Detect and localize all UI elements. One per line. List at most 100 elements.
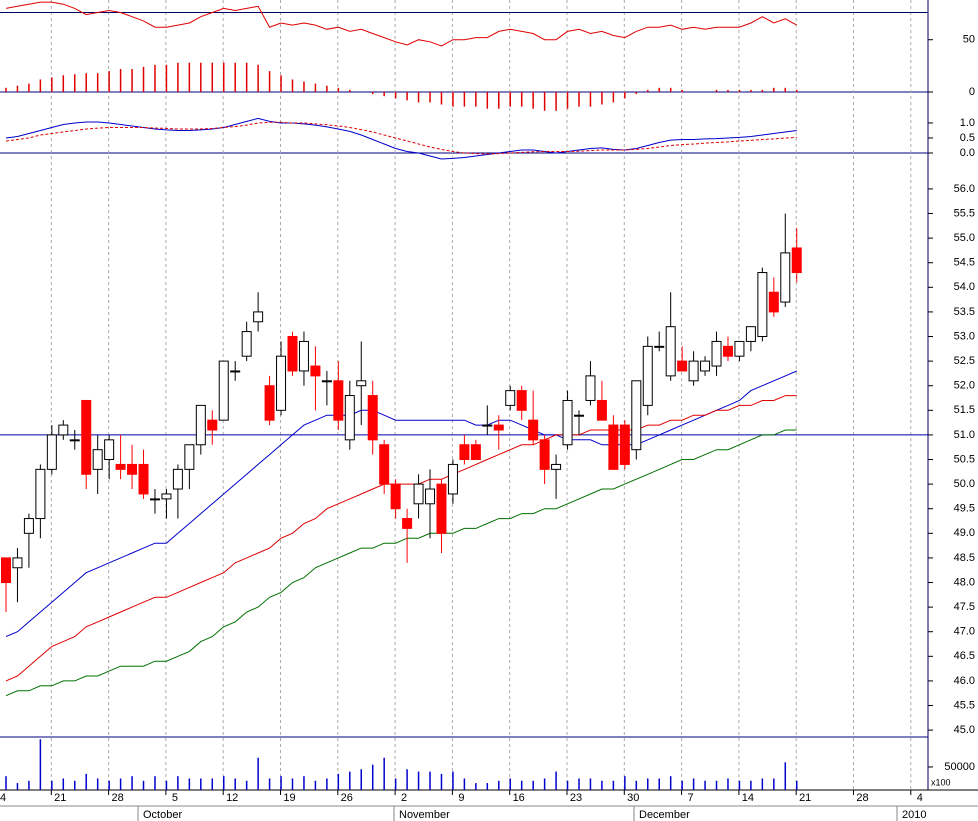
x-tick-label: 28 — [856, 792, 868, 804]
candle-body — [298, 340, 309, 372]
candle-body — [791, 247, 802, 274]
candle-body — [608, 424, 619, 470]
candle-body — [436, 483, 447, 534]
y-tick-label: 50000 — [944, 761, 975, 773]
y-tick-label: 50 — [963, 34, 975, 46]
candle-body — [493, 424, 504, 431]
candle-body — [104, 439, 115, 461]
x-tick-label: 9 — [458, 792, 464, 804]
candle-body — [218, 360, 229, 421]
series-line — [5, 117, 797, 160]
candle-body — [700, 360, 711, 372]
candle-body — [528, 419, 539, 441]
candle-body — [241, 331, 252, 357]
y-tick-label: 48.0 — [954, 576, 975, 588]
candle-body — [585, 375, 596, 401]
candle-body — [23, 518, 34, 534]
x-tick-label: 19 — [283, 792, 295, 804]
month-label: November — [399, 809, 450, 821]
y-tick-label: 48.5 — [954, 552, 975, 564]
candle-body — [425, 488, 436, 505]
candle-body — [161, 493, 172, 500]
candle-body — [516, 390, 527, 411]
candle-body — [333, 380, 344, 421]
candle-body — [287, 336, 298, 372]
y-tick-label: 54.0 — [954, 281, 975, 293]
candle-body — [230, 370, 241, 373]
candle-body — [768, 291, 779, 313]
candle-body — [482, 424, 493, 427]
month-label: 2010 — [902, 809, 926, 821]
candle-body — [12, 557, 23, 569]
candle-body — [264, 385, 275, 421]
x-tick-label: 14 — [742, 792, 754, 804]
x-tick-label: 12 — [226, 792, 238, 804]
candle-body — [115, 463, 126, 470]
candle-body — [379, 444, 390, 485]
x-tick-label: 4 — [0, 792, 6, 804]
x-tick-label: 26 — [341, 792, 353, 804]
y-tick-label: 0.0 — [960, 147, 975, 159]
y-tick-label: 46.0 — [954, 675, 975, 687]
candle-body — [642, 345, 653, 406]
candle-body — [413, 483, 424, 505]
candle-body — [745, 326, 756, 342]
candle-body — [207, 419, 218, 431]
y-tick-label: 51.5 — [954, 404, 975, 416]
x-tick-label: 5 — [172, 792, 178, 804]
y-tick-label: 50.5 — [954, 453, 975, 465]
candle-body — [127, 463, 138, 475]
y-tick-label: 1.0 — [960, 117, 975, 129]
x-tick-label: 2 — [401, 792, 407, 804]
x-tick-label: 28 — [111, 792, 123, 804]
candle-body — [631, 380, 642, 451]
candle-body — [574, 414, 584, 417]
series-line — [5, 395, 797, 682]
candle-body — [172, 468, 183, 490]
candle-body — [470, 444, 481, 461]
y-tick-label: 45.0 — [954, 724, 975, 736]
y-tick-label: 50.0 — [954, 478, 975, 490]
candle-body — [447, 463, 458, 495]
candle-body — [1, 557, 11, 584]
candle-body — [321, 380, 332, 383]
candle-body — [711, 340, 722, 367]
candle-body — [69, 439, 80, 442]
y-tick-label: 49.0 — [954, 527, 975, 539]
candle-body — [619, 424, 630, 465]
candle-body — [677, 360, 688, 372]
y-tick-label: 45.5 — [954, 699, 975, 711]
candle-body — [390, 483, 401, 510]
candle-body — [562, 399, 573, 446]
y-tick-label: 56.0 — [954, 183, 975, 195]
candle-body — [722, 345, 733, 357]
series-line — [5, 121, 797, 155]
y-tick-label: 46.5 — [954, 650, 975, 662]
candle-body — [195, 404, 206, 446]
candle-body — [35, 468, 46, 520]
x-tick-label: 7 — [688, 792, 694, 804]
y-tick-label: 55.0 — [954, 232, 975, 244]
candle-body — [596, 399, 607, 421]
candle-body — [780, 252, 791, 303]
candle-body — [58, 424, 69, 436]
candle-body — [459, 444, 470, 461]
candle-body — [757, 272, 768, 338]
x-tick-label: 21 — [54, 792, 66, 804]
y-tick-label: 53.5 — [954, 306, 975, 318]
y-tick-label: 52.5 — [954, 355, 975, 367]
candle-body — [551, 463, 562, 470]
candle-body — [253, 311, 264, 323]
candle-body — [505, 390, 516, 406]
x-tick-label: 21 — [799, 792, 811, 804]
x-tick-label: 23 — [570, 792, 582, 804]
candle-body — [402, 518, 413, 529]
y-tick-label: 55.5 — [954, 207, 975, 219]
series-line — [5, 429, 797, 697]
y-tick-label: 47.0 — [954, 626, 975, 638]
candle-body — [92, 449, 103, 470]
candle-body — [138, 463, 149, 495]
candle-body — [356, 380, 367, 387]
